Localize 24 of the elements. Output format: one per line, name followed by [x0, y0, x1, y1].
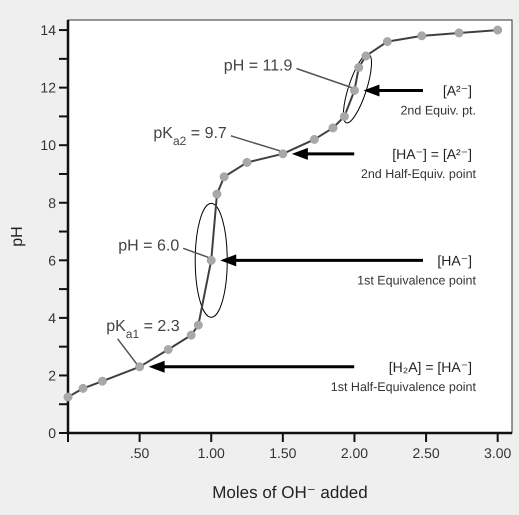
y-tick-label: 8 [48, 194, 56, 211]
x-tick-label: 2.00 [340, 445, 368, 461]
x-tick-label: .50 [130, 445, 150, 461]
y-tick-label: 12 [40, 80, 56, 96]
x-tick-label: 3.00 [484, 445, 512, 461]
x-tick-label: 1.00 [198, 445, 226, 461]
annotation: pH = 6.0 [118, 237, 180, 254]
annotation: [A²⁻] 2nd Equiv. pt. [400, 82, 476, 118]
x-tick-label: 2.50 [412, 445, 440, 461]
annotation: pK$_{a2}$ = 9.7 [153, 124, 227, 148]
annotation: [H₂A] = [HA⁻] 1st Half-Equivalence point [330, 358, 477, 394]
annotation: pH = 11.9 [224, 58, 293, 75]
y-tick-label: 4 [48, 310, 56, 326]
x-tick-label: 1.50 [269, 445, 297, 461]
annotation: [HA⁻] = [A²⁻] 2nd Half-Equiv. point [360, 146, 477, 181]
x-axis-title: Moles of OH⁻ added [212, 483, 368, 502]
y-tick-label: 14 [40, 22, 56, 38]
y-tick-label: 10 [40, 137, 56, 154]
y-tick-label: 6 [48, 252, 56, 268]
y-tick-label: 2 [48, 367, 56, 384]
annotation: [HA⁻] 1st Equivalence point [357, 252, 477, 288]
y-axis-title: pH [9, 226, 26, 247]
annotation: pK$_{a1}$ = 2.3 [106, 318, 180, 341]
y-tick-label: 0 [48, 425, 56, 441]
